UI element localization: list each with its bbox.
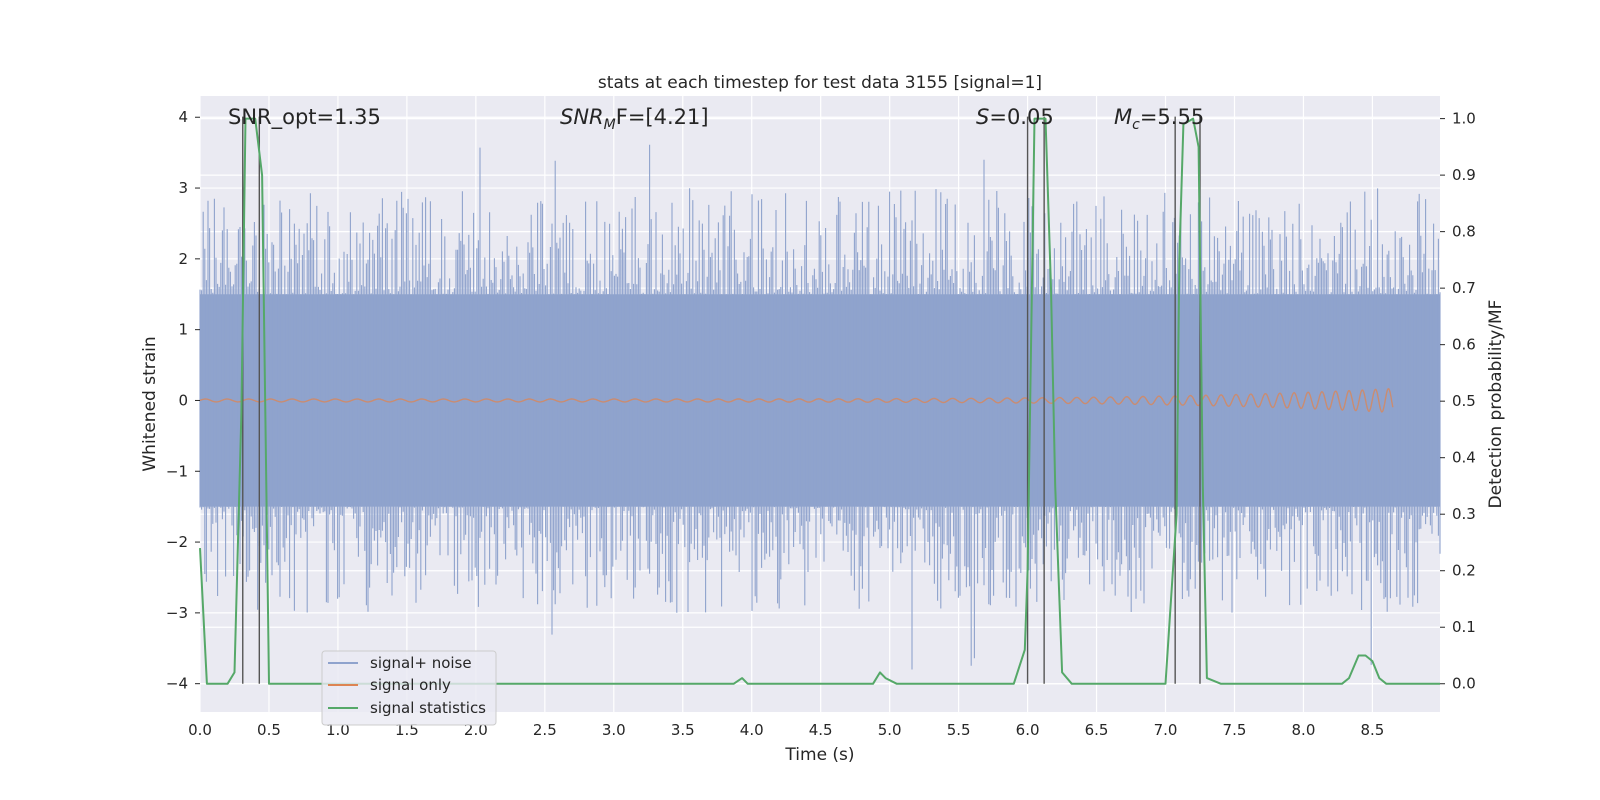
right-y-tick-label: 0.4 [1452,449,1476,467]
right-y-tick-label: 0.3 [1452,505,1476,523]
right-y-tick-label: 0.1 [1452,618,1476,636]
signal-statistics-series [199,117,1440,685]
annotation-mc-rest: =5.55 [1140,105,1204,129]
left-y-tick-label: 0 [178,391,188,409]
right-y-tick-label: 0.6 [1452,336,1476,354]
chart-title: stats at each timestep for test data 315… [598,73,1042,93]
x-tick-labels: 0.0 0.5 1.0 1.5 2.0 2.5 3.0 3.5 4.0 4.5 5.0 5.5 6.0 6… [188,721,1384,739]
x-tick-label: 4.5 [809,721,833,739]
x-tick-label: 5.5 [947,721,971,739]
x-tick-label: 6.5 [1085,721,1109,739]
legend-box [321,650,497,726]
left-y-tick-label: 1 [178,321,188,339]
right-y-axis-label: Detection probability/MF [1486,300,1506,509]
annotation-s: S=0.05 [976,105,1054,129]
vertical-marker-lines [242,116,1201,684]
legend-label-signal-noise: signal+ noise [370,654,472,672]
right-y-tick-label: 0.5 [1452,392,1476,410]
right-y-tick-label: 1.0 [1452,110,1476,128]
annotation-snr-mf-sub: M [604,117,616,133]
signal-noise-series [199,144,1441,670]
legend-label-signal-statistics: signal statistics [370,699,486,717]
x-tick-label: 0.5 [257,721,281,739]
x-tick-label: 3.5 [671,721,695,739]
x-tick-label: 6.0 [1016,721,1040,739]
x-tick-label: 0.0 [188,721,212,739]
right-y-tick-labels: 1.0 0.9 0.8 0.7 0.6 0.5 0.4 0.3 0.2 0.1 0.0 [1440,110,1476,693]
x-tick-label: 4.0 [740,721,764,739]
left-y-tick-label: 2 [178,250,188,268]
x-tick-label: 7.5 [1223,721,1247,739]
left-y-tick-labels: 4 3 2 1 0 −1 −2 −3 −4 [166,108,200,693]
annotation-snr-mf-rest: F=[4.21] [616,105,709,129]
x-axis-label: Time (s) [784,745,854,765]
annotation-snr-mf-prefix: SNR [560,105,604,129]
signal-statistics-line [199,117,1440,685]
x-tick-label: 3.0 [602,721,626,739]
signal-only-line [199,387,1394,413]
left-y-tick-label: −3 [166,604,188,622]
x-tick-label: 2.5 [533,721,557,739]
legend-label-signal-only: signal only [370,676,451,694]
left-y-axis-label: Whitened strain [140,336,160,471]
annotation-snr-mf: SNRMF=[4.21] [560,105,709,133]
right-y-tick-label: 0.7 [1452,279,1476,297]
right-y-tick-label: 0.8 [1452,223,1476,241]
annotation-s-var: S [976,105,989,129]
x-tick-label: 8.5 [1360,721,1384,739]
left-y-tick-label: −1 [166,462,188,480]
annotation-s-rest: =0.05 [989,105,1053,129]
legend: signal+ noise signal only signal statist… [321,650,497,726]
right-y-tick-label: 0.0 [1452,675,1476,693]
left-y-tick-label: −4 [166,675,188,693]
x-tick-label: 7.0 [1154,721,1178,739]
annotation-snr-opt: SNR_opt=1.35 [228,105,381,130]
right-y-tick-label: 0.9 [1452,166,1476,184]
annotation-mc-var: M [1114,105,1132,129]
left-y-tick-label: 3 [178,179,188,197]
signal-only-series [199,387,1394,413]
left-y-tick-label: −2 [166,533,188,551]
x-tick-label: 8.0 [1292,721,1316,739]
annotation-mc-sub: c [1132,117,1140,133]
left-y-tick-label: 4 [178,108,188,126]
annotation-mc: Mc=5.55 [1114,105,1204,133]
x-tick-label: 5.0 [878,721,902,739]
right-y-tick-label: 0.2 [1452,562,1476,580]
